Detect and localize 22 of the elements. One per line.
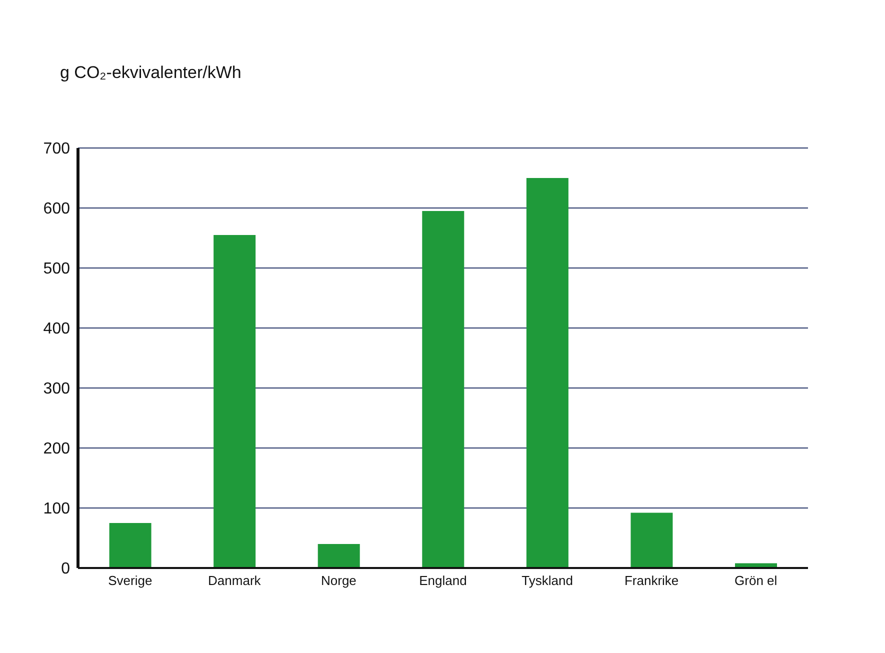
x-tick-label: Sverige [108,573,152,588]
bar [214,235,256,568]
x-tick-label: Frankrike [624,573,679,588]
bar [526,178,568,568]
bar [109,523,152,568]
bar [630,512,673,568]
y-tick-label: 500 [43,260,70,278]
y-tick-label: 600 [43,200,70,218]
x-tick-label: Grön el [734,573,778,588]
y-tick-label: 0 [61,560,70,578]
x-tick-label: England [419,573,467,588]
x-tick-label: Tyskland [522,573,573,588]
bar [318,544,360,568]
y-tick-label: 400 [43,320,70,338]
y-axis-title: g CO₂-ekvivalenter/kWh [60,63,242,82]
y-tick-label: 100 [43,500,70,518]
y-tick-label: 200 [43,440,70,458]
bar [422,211,464,568]
y-tick-label: 300 [43,380,70,398]
y-tick-label: 700 [43,140,70,158]
x-tick-label: Danmark [208,573,262,588]
x-tick-label: Norge [321,573,356,588]
